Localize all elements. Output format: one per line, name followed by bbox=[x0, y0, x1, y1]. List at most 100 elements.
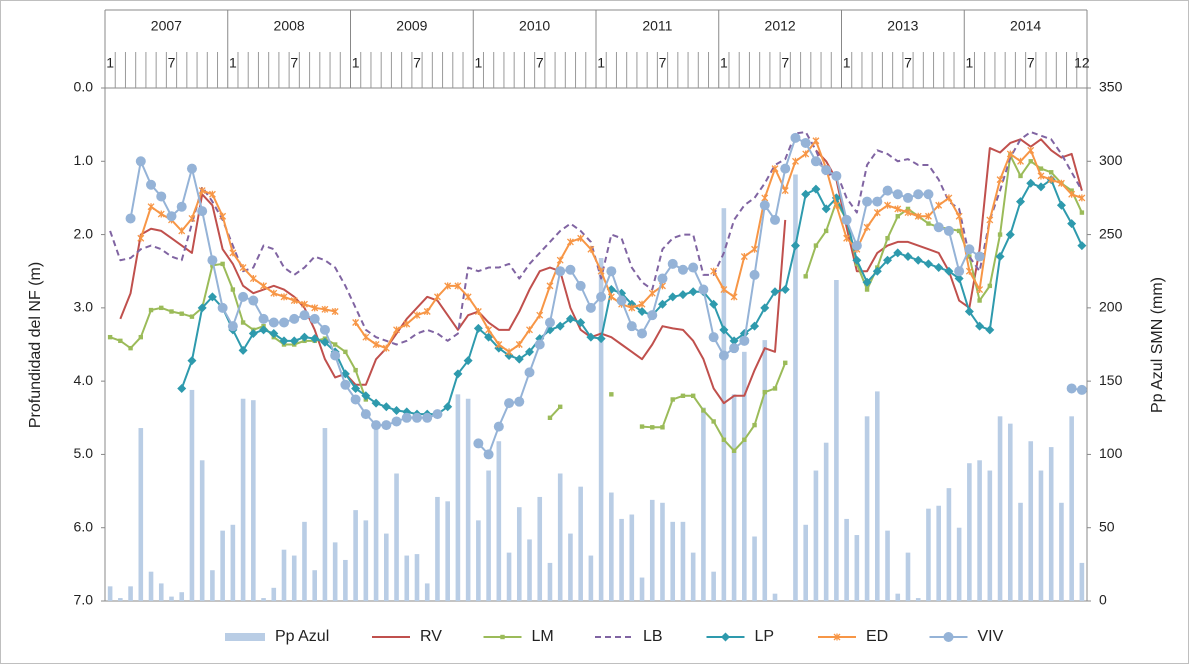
marker bbox=[780, 285, 790, 295]
marker bbox=[500, 634, 505, 640]
marker bbox=[710, 267, 718, 275]
y-tick-label: 0.0 bbox=[74, 79, 94, 95]
marker bbox=[220, 261, 225, 267]
marker bbox=[904, 209, 912, 217]
marker bbox=[443, 402, 453, 412]
marker bbox=[504, 398, 515, 409]
bar bbox=[199, 460, 205, 601]
marker bbox=[833, 633, 841, 641]
marker bbox=[557, 404, 563, 409]
marker bbox=[260, 282, 268, 290]
bar bbox=[424, 583, 430, 601]
marker bbox=[638, 300, 646, 308]
marker bbox=[967, 254, 972, 259]
year-label: 2012 bbox=[765, 18, 796, 34]
marker bbox=[811, 184, 821, 194]
marker bbox=[609, 392, 614, 397]
y-tick-label: 5.0 bbox=[74, 445, 94, 461]
bar bbox=[455, 394, 461, 601]
marker bbox=[577, 234, 585, 242]
marker bbox=[227, 321, 238, 332]
bar bbox=[680, 521, 686, 601]
bar bbox=[762, 340, 768, 601]
marker bbox=[607, 293, 615, 301]
bar bbox=[609, 492, 614, 601]
marker bbox=[771, 165, 779, 173]
marker bbox=[719, 325, 729, 335]
marker bbox=[923, 189, 934, 200]
bar bbox=[465, 398, 471, 601]
marker bbox=[332, 342, 338, 347]
marker bbox=[648, 289, 656, 297]
marker bbox=[729, 336, 739, 346]
marker bbox=[505, 348, 513, 356]
marker bbox=[893, 248, 903, 258]
marker bbox=[138, 334, 144, 340]
marker bbox=[616, 295, 627, 306]
marker bbox=[780, 163, 791, 174]
marker bbox=[372, 341, 380, 348]
bar bbox=[956, 527, 962, 601]
marker bbox=[954, 266, 965, 277]
marker bbox=[585, 302, 596, 313]
marker bbox=[709, 299, 719, 309]
x-tick-label: 1 bbox=[352, 55, 360, 71]
marker bbox=[1026, 178, 1036, 188]
marker bbox=[770, 287, 780, 297]
marker bbox=[884, 201, 891, 209]
marker bbox=[680, 393, 686, 398]
marker bbox=[862, 277, 872, 287]
marker bbox=[852, 255, 862, 265]
bar bbox=[384, 533, 389, 601]
bar bbox=[660, 502, 665, 601]
bar bbox=[1028, 441, 1034, 601]
marker bbox=[863, 223, 871, 231]
bar bbox=[834, 280, 839, 601]
marker bbox=[883, 255, 893, 265]
marker bbox=[1067, 219, 1077, 229]
marker bbox=[1047, 176, 1055, 184]
bar bbox=[731, 394, 737, 601]
marker bbox=[892, 189, 903, 200]
marker bbox=[301, 300, 308, 308]
marker bbox=[1036, 182, 1046, 192]
bar bbox=[793, 174, 798, 601]
marker bbox=[790, 132, 801, 143]
bar bbox=[1038, 470, 1044, 601]
bar bbox=[118, 598, 123, 601]
marker bbox=[977, 298, 982, 303]
marker bbox=[762, 389, 767, 395]
bar bbox=[179, 592, 185, 601]
marker bbox=[128, 345, 133, 351]
marker bbox=[1057, 179, 1065, 187]
bar bbox=[629, 514, 635, 601]
marker bbox=[352, 319, 360, 327]
marker bbox=[667, 258, 678, 269]
marker bbox=[832, 201, 840, 209]
y2-tick-label: 0 bbox=[1099, 592, 1107, 608]
x-tick-label: 7 bbox=[168, 55, 176, 71]
marker bbox=[650, 425, 655, 430]
marker bbox=[320, 337, 330, 347]
bar bbox=[987, 470, 993, 601]
y2-tick-label: 200 bbox=[1099, 299, 1123, 315]
marker bbox=[413, 311, 421, 319]
marker bbox=[362, 333, 370, 341]
marker bbox=[864, 287, 870, 292]
bar bbox=[711, 571, 716, 601]
marker bbox=[351, 383, 361, 393]
marker bbox=[996, 176, 1004, 184]
marker bbox=[964, 307, 974, 317]
bar bbox=[864, 416, 870, 601]
marker bbox=[935, 201, 943, 209]
y-tick-label: 3.0 bbox=[74, 299, 94, 315]
marker bbox=[463, 356, 473, 366]
marker bbox=[1027, 146, 1035, 154]
bar bbox=[772, 593, 778, 601]
legend-label: RV bbox=[420, 628, 442, 645]
bar bbox=[905, 552, 911, 601]
x-tick-label: 7 bbox=[413, 55, 421, 71]
marker bbox=[484, 332, 494, 342]
x-tick-label: 1 bbox=[474, 55, 482, 71]
marker bbox=[411, 412, 422, 423]
